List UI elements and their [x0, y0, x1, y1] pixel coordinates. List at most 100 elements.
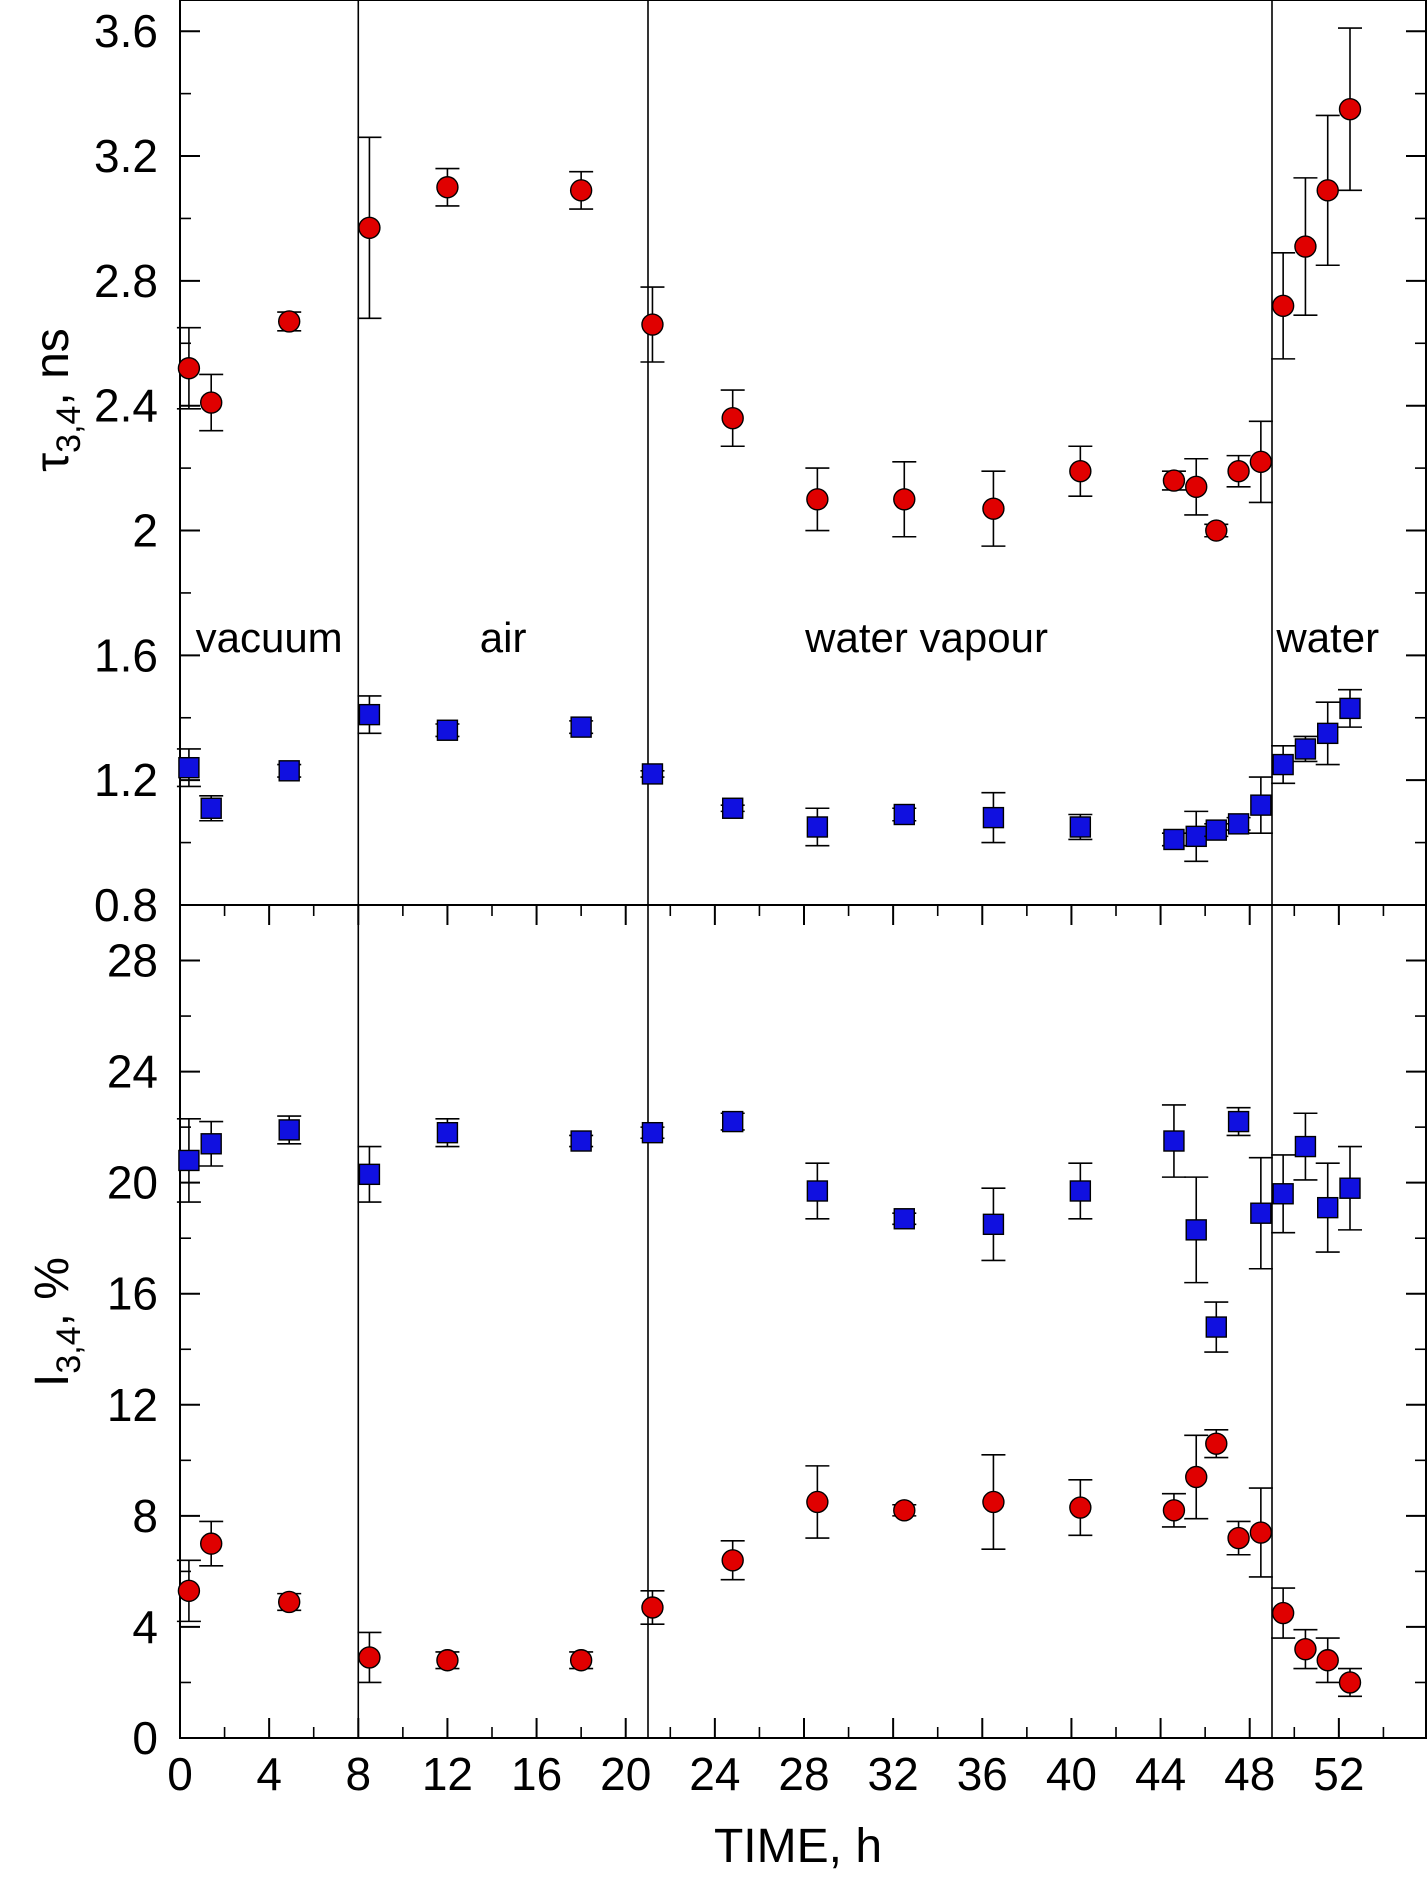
x-tick-label: 8	[345, 1748, 371, 1800]
x-tick-label: 44	[1135, 1748, 1186, 1800]
top-square-point	[1069, 816, 1092, 838]
top-circle-point	[1205, 519, 1228, 542]
region-label: water vapour	[804, 614, 1048, 661]
bottom-square-point	[278, 1119, 300, 1141]
top-circle-point	[1227, 460, 1250, 483]
x-tick-label: 52	[1313, 1748, 1364, 1800]
x-tick-label: 32	[868, 1748, 919, 1800]
top-circle-point	[1249, 450, 1273, 474]
top-circle-point	[436, 176, 459, 199]
bottom-y-axis-label: I3,4, %	[26, 1257, 88, 1387]
top-circle-point	[721, 406, 744, 430]
bottom-square-point	[1069, 1180, 1092, 1202]
bottom-circle-point	[1185, 1465, 1208, 1489]
top-square-point	[178, 756, 200, 779]
x-tick-label: 28	[778, 1748, 829, 1800]
top-square-point	[570, 716, 592, 738]
top-square-point	[1272, 753, 1294, 776]
bottom-square-point	[1227, 1110, 1250, 1133]
bottom-square-point	[721, 1110, 744, 1133]
bottom-y-tick-label: 20	[107, 1157, 158, 1209]
bottom-y-tick-label: 0	[132, 1712, 158, 1764]
x-tick-label: 36	[957, 1748, 1008, 1800]
bottom-circle-point	[1205, 1432, 1228, 1455]
x-tick-label: 48	[1224, 1748, 1275, 1800]
region-label: vacuum	[196, 614, 343, 661]
bottom-circle-point	[1271, 1601, 1295, 1625]
bottom-circle-point	[358, 1646, 381, 1669]
bottom-circle-point	[278, 1590, 301, 1614]
bottom-circle-point	[1249, 1521, 1273, 1544]
top-y-tick-label: 3.2	[94, 130, 158, 182]
top-circle-point	[1069, 460, 1092, 483]
top-square-point	[1250, 794, 1272, 816]
x-tick-label: 16	[511, 1748, 562, 1800]
bottom-y-tick-label: 24	[107, 1046, 158, 1098]
axes	[179, 0, 1427, 1739]
bottom-circle-point	[436, 1649, 459, 1672]
top-square-point	[1163, 828, 1185, 851]
top-circle-point	[1338, 98, 1362, 121]
bottom-square-point	[893, 1208, 915, 1230]
top-circle-point	[1162, 469, 1186, 492]
top-square-point	[806, 816, 829, 838]
top-circle-point	[278, 310, 301, 333]
bottom-circle-point	[982, 1490, 1005, 1514]
top-y-axis-label: τ3,4, ns	[26, 328, 88, 472]
top-circle-point	[893, 488, 916, 511]
top-square-point	[436, 719, 459, 741]
top-circle-point	[1294, 235, 1317, 258]
bottom-square-point	[1272, 1183, 1294, 1205]
top-square-point	[641, 763, 664, 785]
top-square-point	[1227, 813, 1250, 835]
bottom-y-tick-label: 8	[132, 1490, 158, 1542]
bottom-circle-point	[893, 1499, 916, 1522]
top-square-point	[721, 797, 744, 819]
bottom-square-point	[806, 1180, 829, 1202]
top-y-tick-label: 0.8	[94, 879, 158, 931]
bottom-circle-point	[569, 1649, 593, 1672]
top-y-tick-label: 3.6	[94, 5, 158, 57]
top-square-point	[1294, 738, 1317, 760]
top-y-tick-label: 1.2	[94, 754, 158, 806]
top-circle-point	[358, 216, 381, 240]
plot-frame	[179, 0, 1427, 1739]
top-square-point	[1205, 819, 1227, 841]
bottom-square-point	[1185, 1219, 1207, 1241]
bottom-circle-point	[641, 1596, 664, 1619]
bottom-y-tick-label: 16	[107, 1268, 158, 1320]
bottom-square-point	[1317, 1196, 1339, 1219]
top-square-point	[200, 797, 222, 819]
x-tick-label: 20	[600, 1748, 651, 1800]
top-circle-point	[569, 179, 593, 202]
top-y-tick-label: 1.6	[94, 629, 158, 681]
bottom-square-point	[1294, 1135, 1317, 1158]
top-circle-point	[199, 391, 223, 414]
top-y-tick-label: 2	[132, 505, 158, 557]
bottom-square-point	[570, 1130, 592, 1152]
region-label: air	[480, 614, 527, 661]
bottom-circle-point	[1316, 1649, 1339, 1672]
x-tick-label: 40	[1046, 1748, 1097, 1800]
data-marks	[176, 27, 1362, 1698]
bottom-circle-point	[1338, 1671, 1362, 1694]
bottom-y-tick-label: 28	[107, 935, 158, 987]
bottom-square-point	[1339, 1177, 1361, 1199]
top-circle-point	[982, 497, 1005, 520]
bottom-square-point	[982, 1213, 1005, 1236]
x-tick-label: 12	[422, 1748, 473, 1800]
top-square-point	[982, 806, 1005, 829]
bottom-square-point	[641, 1121, 664, 1144]
bottom-y-tick-label: 12	[107, 1379, 158, 1431]
bottom-square-point	[1250, 1202, 1272, 1224]
bottom-square-point	[436, 1121, 459, 1144]
top-circle-point	[641, 313, 664, 336]
top-circle-point	[1185, 475, 1208, 499]
bottom-circle-point	[806, 1490, 829, 1514]
x-tick-label: 4	[256, 1748, 282, 1800]
bottom-square-point	[178, 1149, 200, 1172]
top-y-tick-label: 2.8	[94, 255, 158, 307]
